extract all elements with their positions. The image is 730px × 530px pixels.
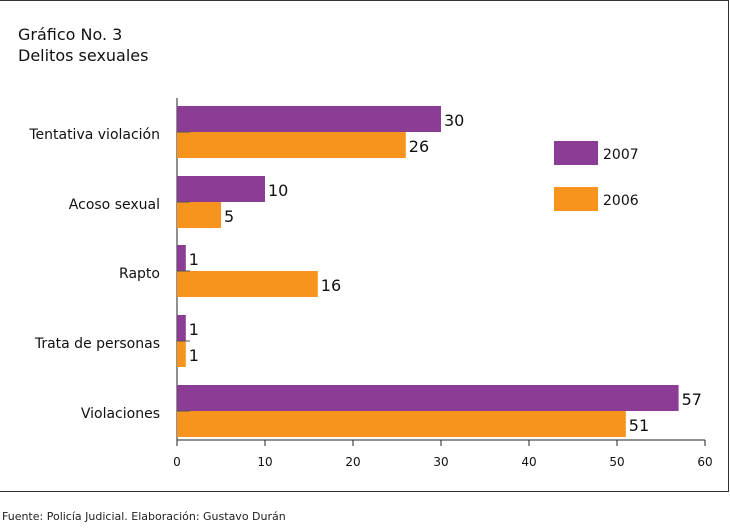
- bar-value-label: 16: [321, 276, 341, 295]
- bar-2007: [177, 176, 265, 202]
- bar-value-label: 57: [682, 390, 702, 409]
- bar-2007: [177, 315, 186, 341]
- source-footer: Fuente: Policía Judicial. Elaboración: G…: [2, 510, 286, 523]
- x-tick-label: 60: [697, 455, 712, 469]
- category-label: Trata de personas: [34, 336, 160, 352]
- bar-2007: [177, 385, 679, 411]
- x-tick-label: 40: [521, 455, 536, 469]
- x-tick-label: 30: [433, 455, 448, 469]
- bar-value-label: 1: [189, 346, 199, 365]
- chart-panel: Gráfico No. 3 Delitos sexuales 0 10 20 30 40…: [0, 0, 729, 492]
- bar-value-label: 30: [444, 111, 464, 130]
- bar-chart: 0 10 20 30 40 50 60 Tentativa violación 30 26 Acos…: [28, 98, 713, 469]
- bar-2006: [177, 341, 186, 367]
- legend-label: 2006: [603, 193, 639, 209]
- category-label: Violaciones: [81, 406, 160, 422]
- chart-subtitle: Delitos sexuales: [18, 46, 149, 65]
- category-label: Acoso sexual: [69, 197, 160, 213]
- bar-2007: [177, 245, 186, 271]
- x-tick-label: 50: [609, 455, 624, 469]
- category-label: Tentativa violación: [28, 127, 160, 143]
- legend-swatch-2006: [554, 187, 598, 211]
- bar-2006: [177, 132, 406, 158]
- bar-value-label: 26: [409, 137, 429, 156]
- category-label: Rapto: [119, 266, 160, 282]
- legend-label: 2007: [603, 147, 639, 163]
- x-tick-label: 20: [345, 455, 360, 469]
- bar-2006: [177, 271, 318, 297]
- legend-swatch-2007: [554, 141, 598, 165]
- bar-2007: [177, 106, 441, 132]
- bar-value-label: 1: [189, 250, 199, 269]
- x-tick-label: 10: [257, 455, 272, 469]
- bar-2006: [177, 411, 626, 437]
- bar-2006: [177, 202, 221, 228]
- bar-value-label: 1: [189, 320, 199, 339]
- x-tick-label: 0: [173, 455, 181, 469]
- chart-title: Gráfico No. 3: [18, 25, 123, 44]
- bar-value-label: 10: [268, 181, 288, 200]
- bar-value-label: 5: [224, 207, 234, 226]
- bar-value-label: 51: [629, 416, 649, 435]
